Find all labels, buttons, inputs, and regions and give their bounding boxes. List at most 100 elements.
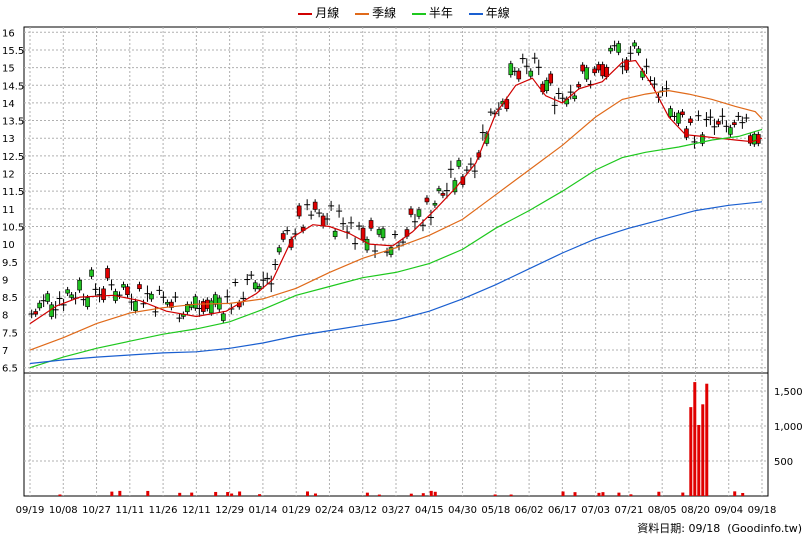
legend-label-half-year: 半年 <box>428 6 453 20</box>
candle-body <box>680 111 685 115</box>
volume-bar <box>305 491 309 496</box>
candle-body <box>137 284 142 290</box>
candle-body <box>65 289 70 294</box>
candle-body <box>728 127 733 135</box>
date-tick-label: 04/15 <box>415 505 444 516</box>
volume-bar <box>313 493 317 496</box>
volume-bar <box>573 492 577 496</box>
price-tick-label: 6.5 <box>2 364 18 375</box>
candle-body <box>456 160 462 167</box>
volume-bar <box>701 404 705 496</box>
price-tick-label: 9.5 <box>2 258 18 269</box>
candle-body <box>69 294 74 298</box>
price-tick-label: 12.5 <box>2 152 24 163</box>
candle-body <box>332 230 338 237</box>
legend-swatch-yearly <box>468 12 483 15</box>
volume-bar <box>429 490 433 496</box>
volume-bar <box>741 492 745 496</box>
price-tick-label: 14.5 <box>2 81 24 92</box>
legend-swatch-quarterly <box>355 12 370 15</box>
volume-bar <box>365 492 369 496</box>
candle-body <box>380 228 386 239</box>
candle-body <box>360 227 366 241</box>
legend-label-monthly: 月線 <box>315 6 340 20</box>
legend: 月線 季線 半年 年線 <box>0 4 808 21</box>
volume-tick-label: 500 <box>774 457 793 468</box>
candle-body <box>516 70 522 80</box>
candle-body <box>700 134 705 144</box>
volume-bar <box>689 407 693 496</box>
volume-bar <box>190 492 194 496</box>
legend-item-monthly: 月線 <box>298 4 339 21</box>
volume-bar <box>421 493 425 496</box>
date-tick-label: 01/14 <box>248 505 277 516</box>
candle-body <box>688 118 693 123</box>
candle-body <box>432 203 438 206</box>
candle-body <box>169 301 174 308</box>
candlesticks <box>28 40 761 324</box>
price-axis-ticks: 6.5 7 7.5 8 8.5 9 9.5 10 10.5 11 11.5 12 12.5 13 13.5 1… <box>2 28 24 374</box>
candle-body <box>252 282 258 290</box>
candle-body <box>504 99 510 110</box>
date-tick-label: 11/11 <box>115 505 144 516</box>
price-tick-label: 11.5 <box>2 187 24 198</box>
candle-body <box>193 296 198 309</box>
candle-body <box>676 112 681 124</box>
volume-tick-label: 1,500 <box>774 387 803 398</box>
volume-bar <box>433 491 437 496</box>
volume-bar <box>733 491 737 496</box>
price-tick-label: 16 <box>2 28 15 39</box>
candle-body <box>584 67 589 80</box>
candle-body <box>45 293 50 302</box>
volume-bar <box>617 492 621 496</box>
volume-bar <box>693 382 697 496</box>
candle-body <box>33 311 38 315</box>
candle-body <box>296 205 302 217</box>
candle-body <box>668 108 673 117</box>
candle-body <box>121 284 126 288</box>
volume-bar <box>377 494 381 496</box>
date-tick-label: 09/04 <box>714 505 743 516</box>
candle-body <box>368 220 374 229</box>
date-tick-label: 01/29 <box>282 505 311 516</box>
grid-lines <box>24 27 768 496</box>
date-tick-label: 02/24 <box>315 505 344 516</box>
date-tick-label: 08/20 <box>681 505 710 516</box>
candle-body <box>508 63 514 76</box>
candle-body <box>280 233 286 240</box>
moving-average-lines <box>29 59 763 369</box>
candle-body <box>256 286 262 290</box>
date-tick-label: 07/03 <box>581 505 610 516</box>
price-tick-label: 12 <box>2 170 15 181</box>
price-tick-label: 10 <box>2 240 15 251</box>
volume-bars <box>58 382 745 496</box>
date-tick-label: 04/30 <box>448 505 477 516</box>
price-tick-label: 8.5 <box>2 293 18 304</box>
legend-swatch-half-year <box>411 12 426 15</box>
candle-body <box>37 302 42 309</box>
legend-label-quarterly: 季線 <box>372 6 397 20</box>
legend-item-yearly: 年線 <box>468 4 510 21</box>
date-tick-label: 08/05 <box>648 505 677 516</box>
date-tick-label: 03/27 <box>382 505 411 516</box>
volume-bar <box>214 491 218 496</box>
volume-bar <box>146 490 150 496</box>
price-tick-label: 10.5 <box>2 222 24 233</box>
price-tick-label: 14 <box>2 99 15 110</box>
candle-body <box>424 197 430 203</box>
candle-body <box>376 229 382 235</box>
volume-bar <box>258 494 262 496</box>
candle-body <box>320 215 326 227</box>
volume-bar <box>409 493 413 496</box>
volume-bar <box>601 492 605 496</box>
candle-body <box>592 68 597 74</box>
candle-body <box>752 133 757 145</box>
price-tick-label: 7.5 <box>2 328 18 339</box>
candle-body <box>125 286 130 296</box>
candle-body <box>101 288 106 301</box>
volume-tick-label: 1,000 <box>774 422 803 433</box>
candle-body <box>276 247 282 253</box>
candle-body <box>632 42 637 47</box>
ma-line-2 <box>29 128 763 369</box>
